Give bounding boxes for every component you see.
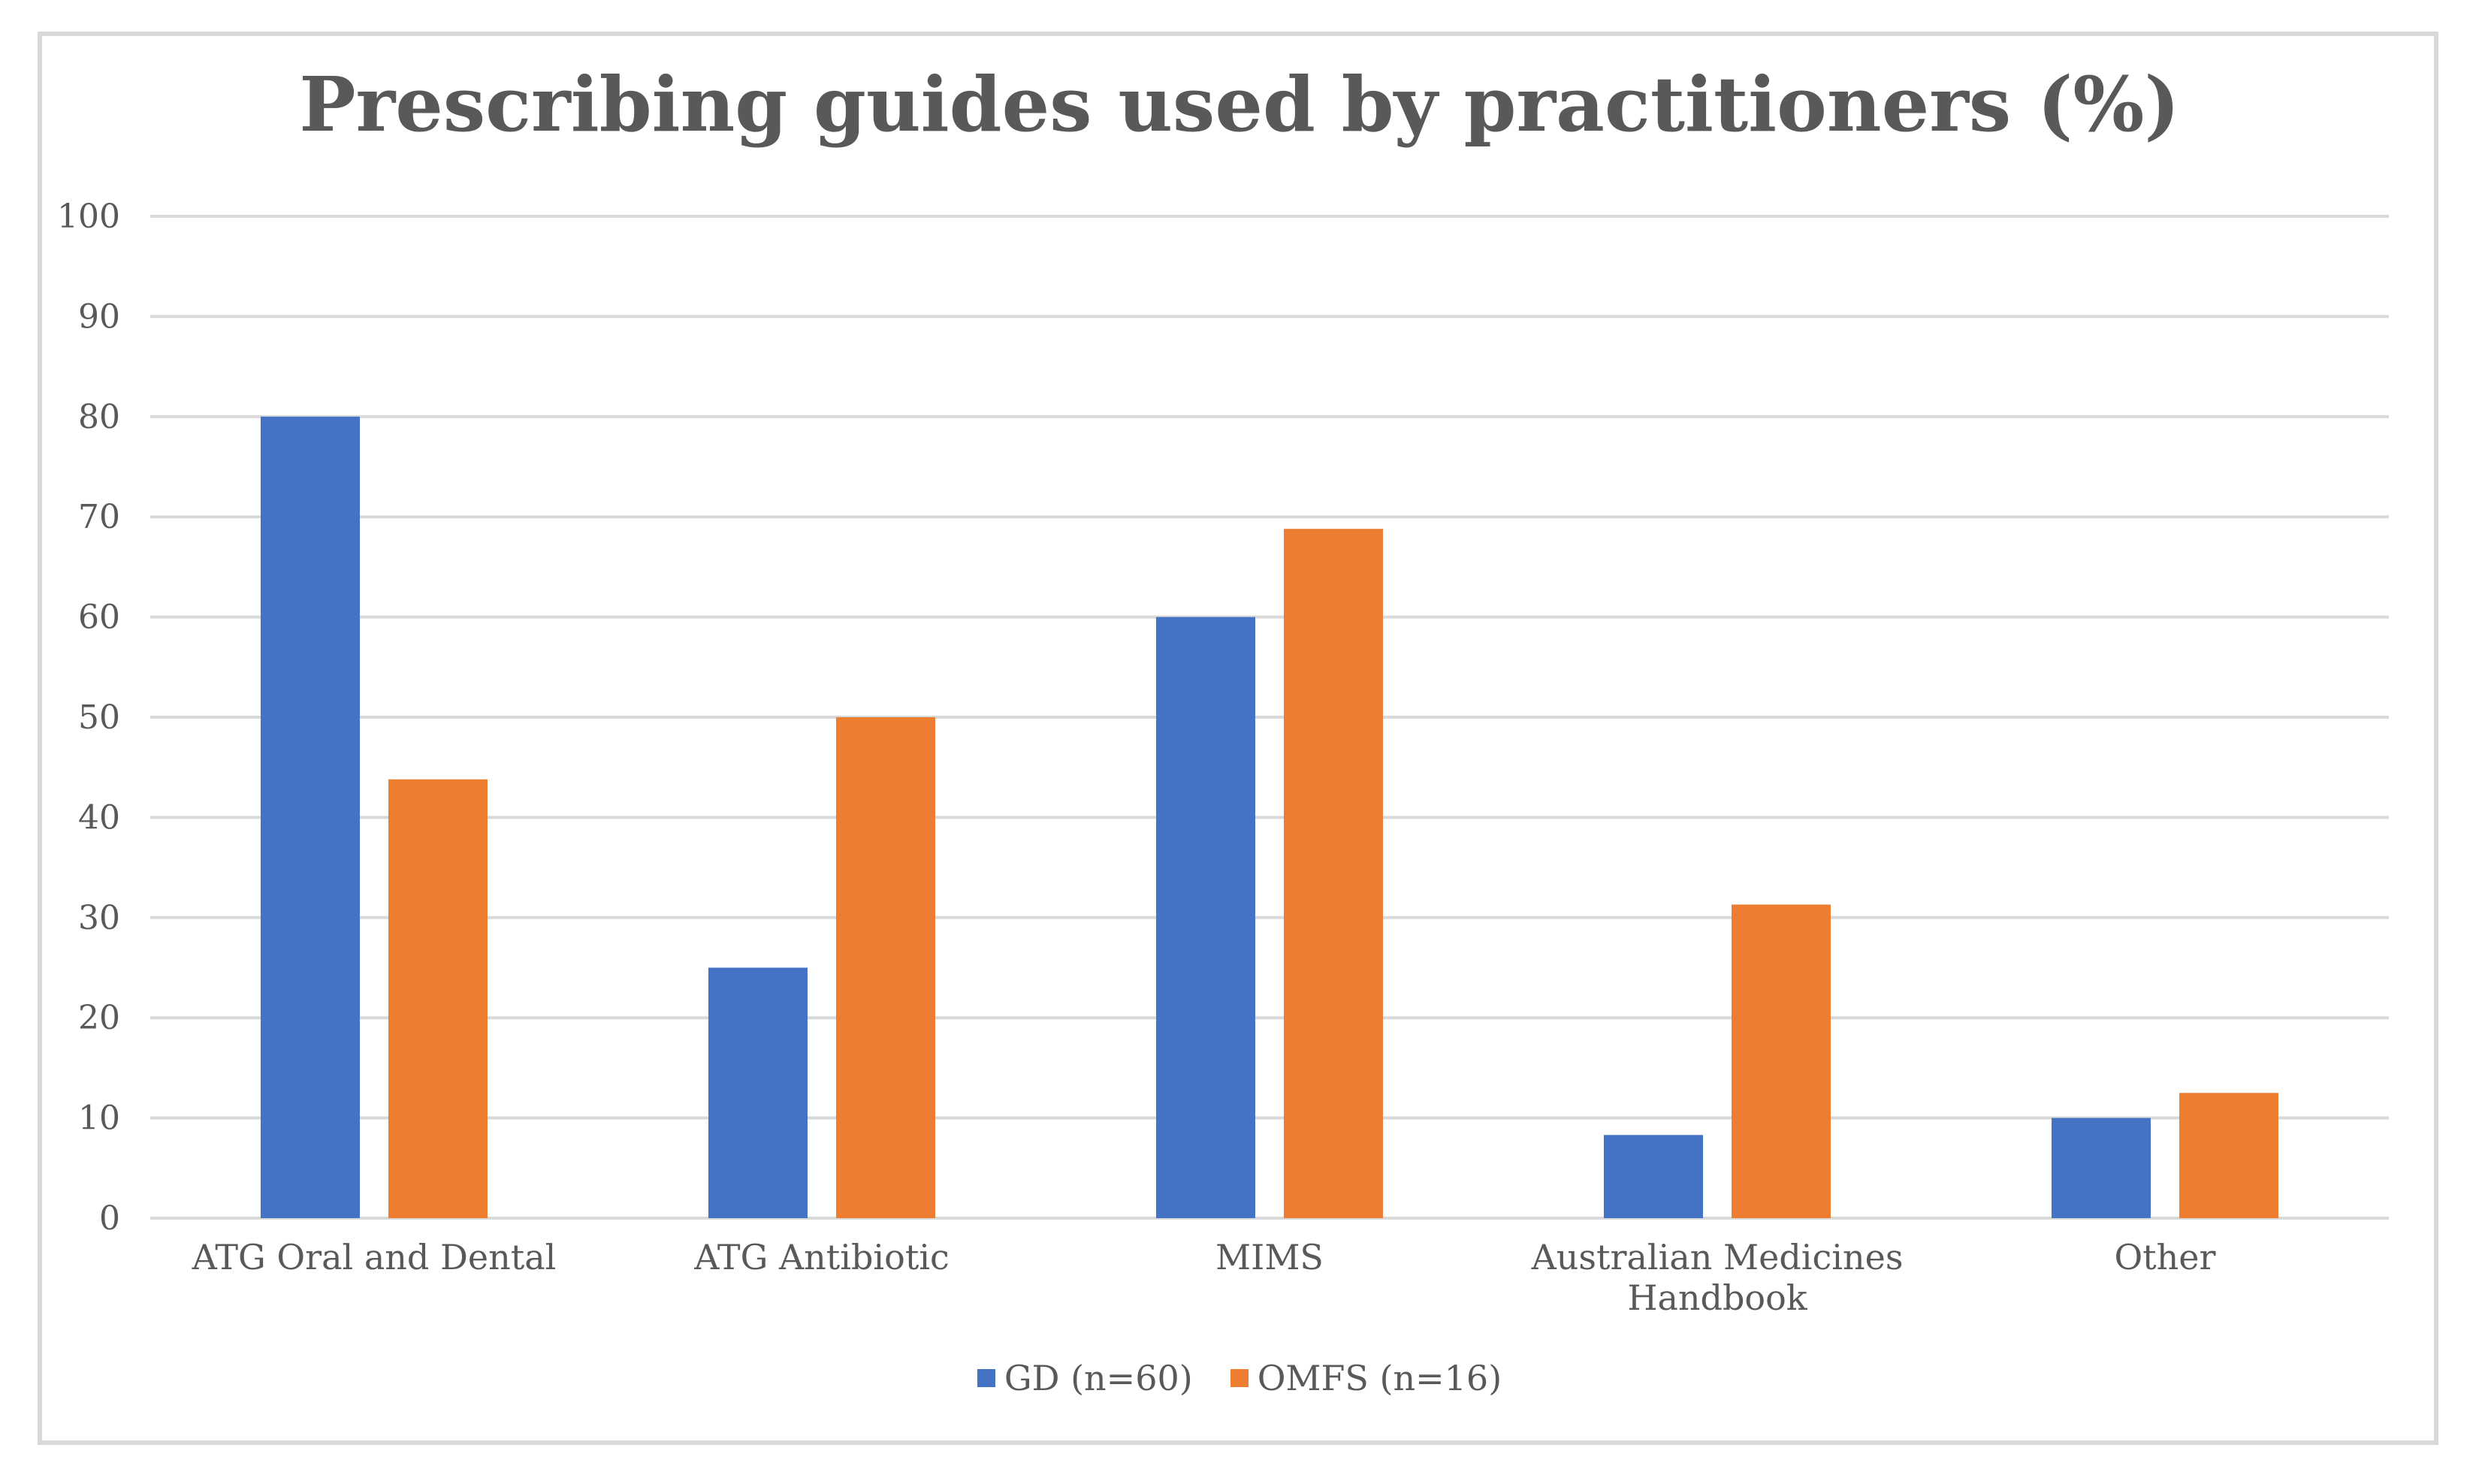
y-tick-label: 70 [78, 498, 120, 536]
legend-swatch-gd [977, 1369, 995, 1387]
x-tick-label: Handbook [1627, 1277, 1807, 1318]
bar-gd [2052, 1118, 2151, 1218]
x-tick-label: Australian Medicines [1531, 1237, 1904, 1277]
y-tick-label: 80 [78, 398, 120, 436]
bar-gd [1604, 1135, 1703, 1218]
y-tick-label: 60 [78, 599, 120, 637]
y-tick-label: 40 [78, 798, 120, 837]
x-tick-label: MIMS [1215, 1237, 1324, 1277]
bar-omfs [2179, 1093, 2278, 1218]
legend-item-omfs: OMFS (n=16) [1230, 1358, 1502, 1398]
bar-omfs [388, 779, 488, 1218]
y-tick-label: 0 [99, 1199, 120, 1238]
y-tick-label: 90 [78, 297, 120, 336]
bar-gd [708, 967, 808, 1218]
legend: GD (n=60) OMFS (n=16) [0, 1358, 2479, 1398]
x-tick-label: Other [2114, 1237, 2215, 1277]
y-tick-label: 30 [78, 899, 120, 937]
x-tick-label: ATG Oral and Dental [192, 1237, 557, 1277]
y-tick-label: 10 [78, 1099, 120, 1138]
x-tick-label: ATG Antibiotic [693, 1237, 950, 1277]
y-tick-label: 100 [57, 198, 120, 236]
legend-label-gd: GD (n=60) [1004, 1358, 1193, 1398]
chart-title: Prescribing guides used by practitioners… [299, 60, 2180, 149]
bar-gd [261, 416, 360, 1218]
legend-label-omfs: OMFS (n=16) [1257, 1358, 1502, 1398]
y-tick-label: 50 [78, 698, 120, 737]
bar-gd [1156, 617, 1255, 1218]
y-tick-label: 20 [78, 999, 120, 1037]
bar-omfs [1732, 904, 1831, 1218]
bar-omfs [836, 717, 935, 1218]
legend-item-gd: GD (n=60) [977, 1358, 1193, 1398]
bar-omfs [1284, 529, 1383, 1218]
legend-swatch-omfs [1230, 1369, 1249, 1387]
